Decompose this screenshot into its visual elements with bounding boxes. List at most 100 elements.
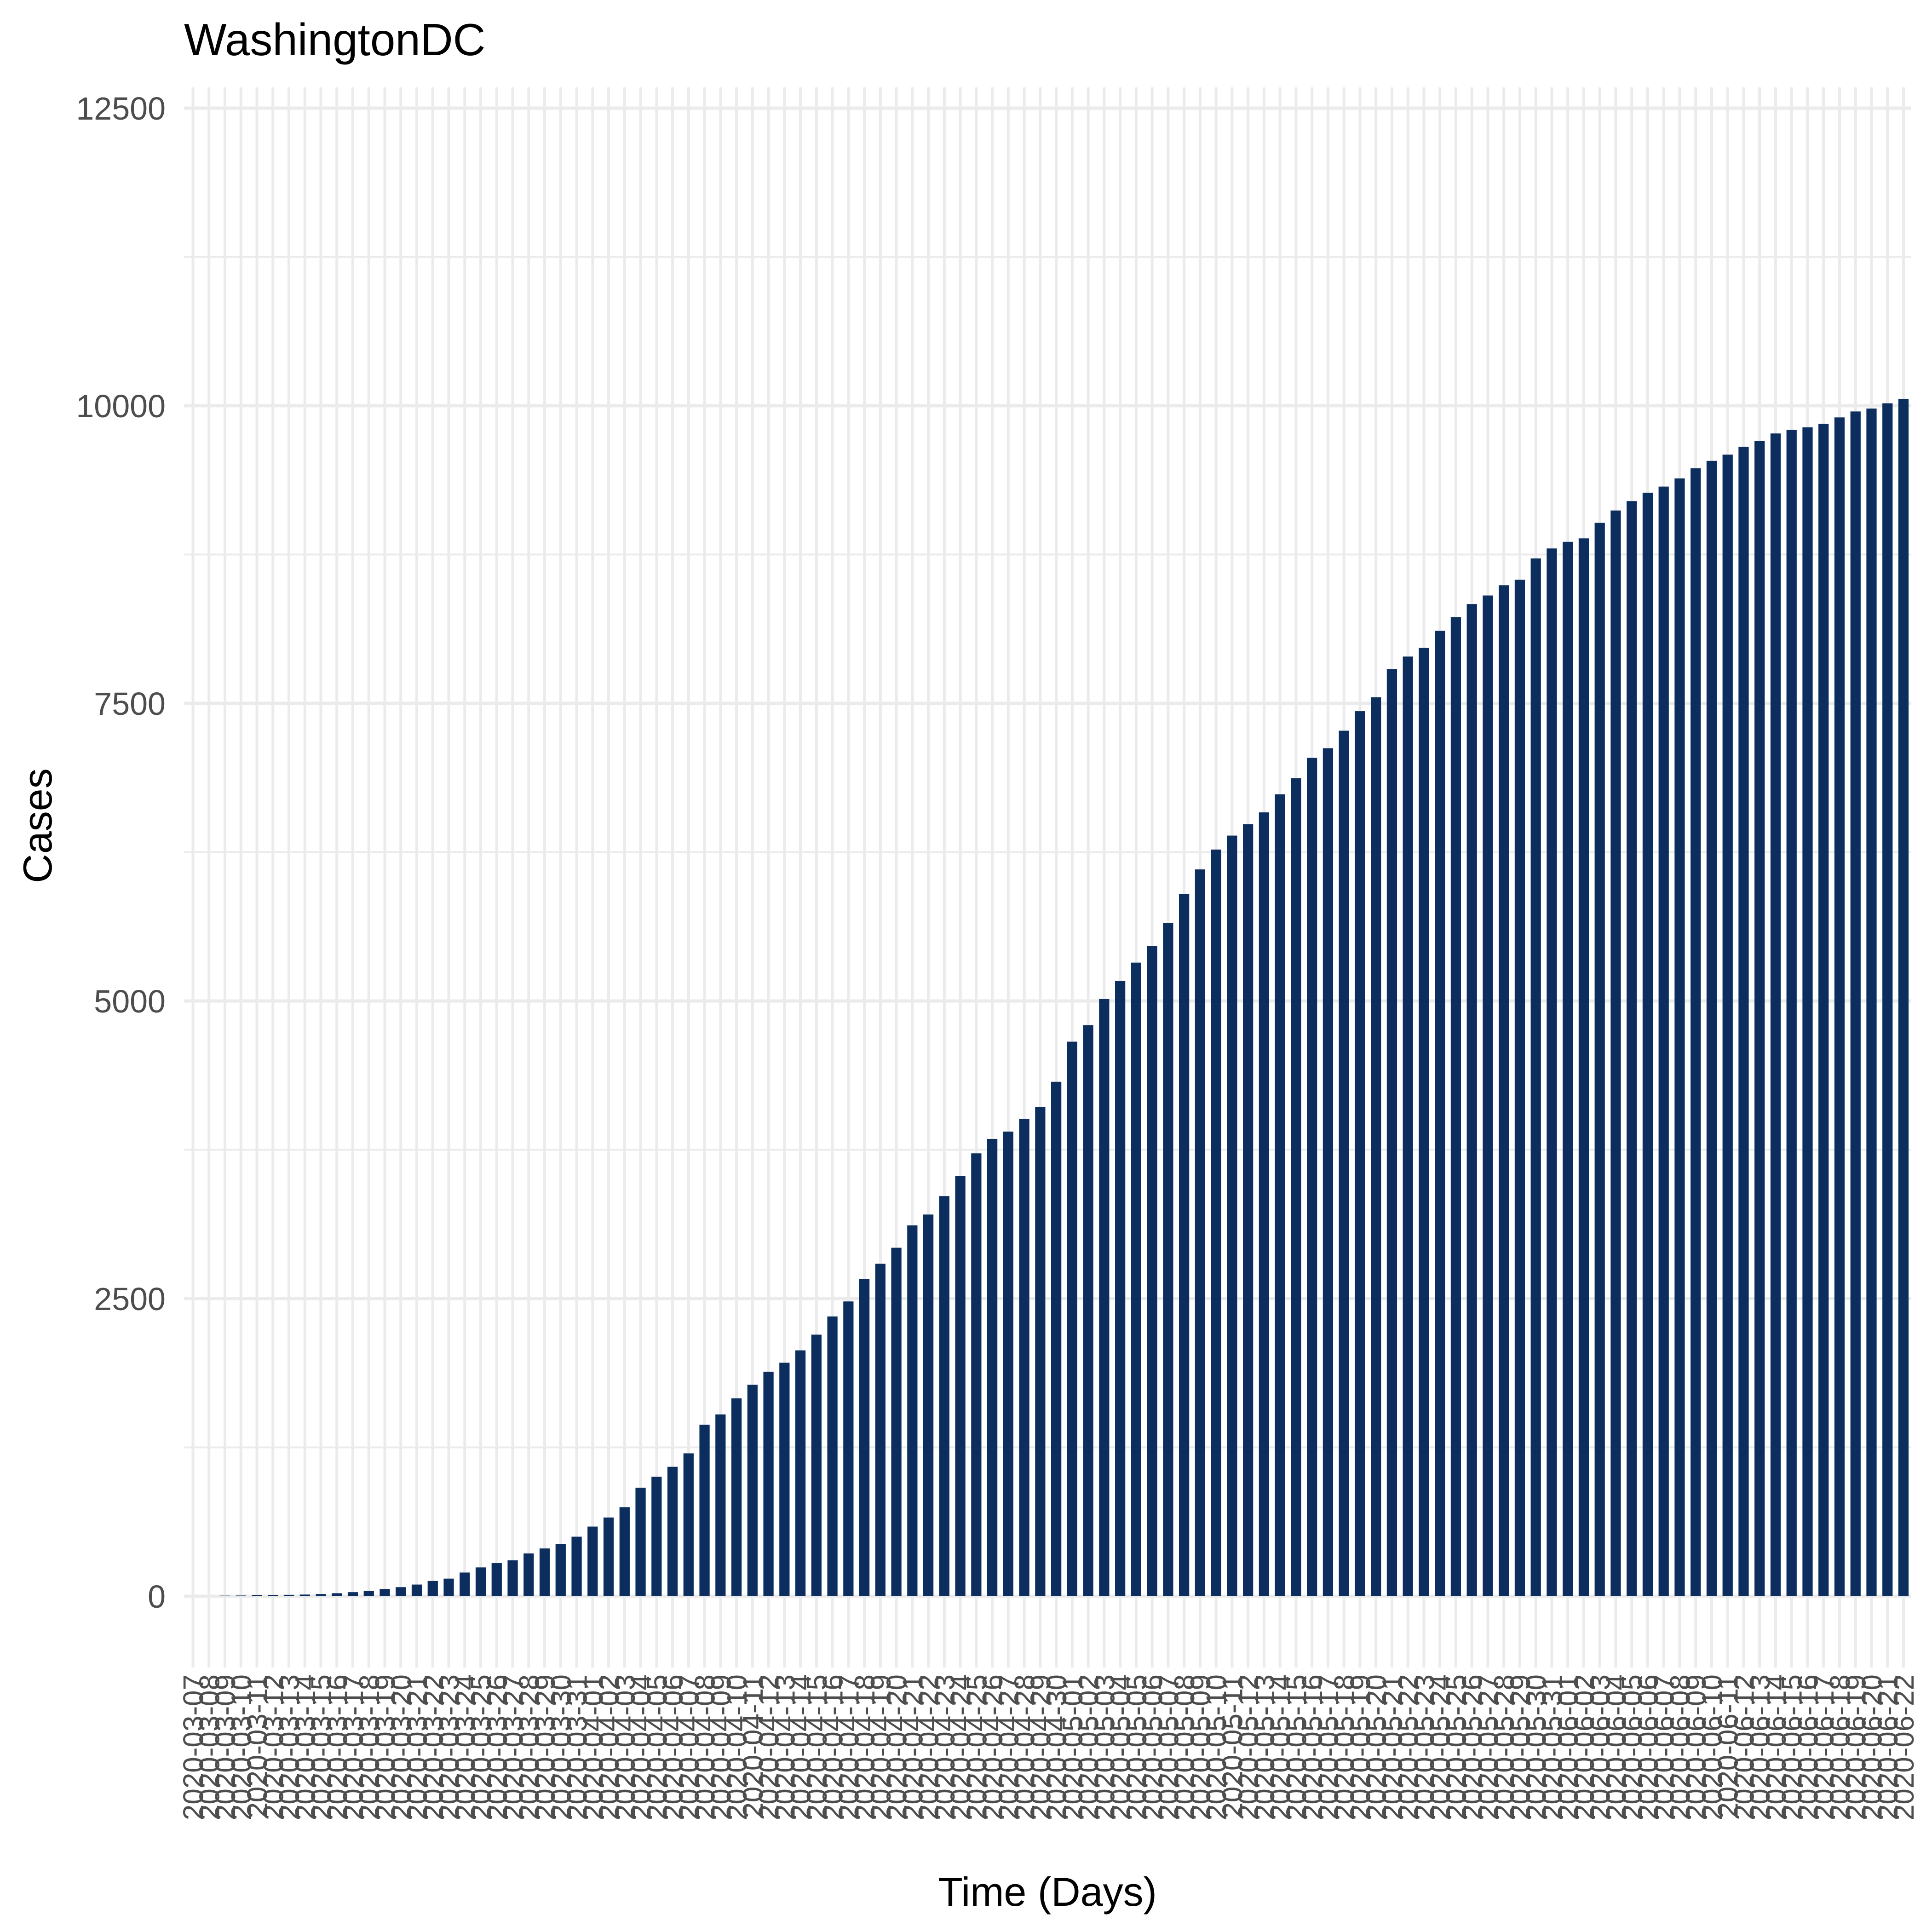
- x-tick-label: 2020-05-30: [1521, 1674, 1552, 1820]
- bar: [1019, 1119, 1029, 1596]
- bar: [1003, 1131, 1013, 1596]
- x-tick-label: 2020-05-08: [1169, 1674, 1201, 1820]
- bar: [1147, 946, 1157, 1596]
- bar: [1051, 1081, 1062, 1596]
- bar: [763, 1371, 774, 1596]
- bar: [1371, 697, 1381, 1596]
- bar: [651, 1477, 662, 1596]
- x-tick-label: 2020-05-12: [1233, 1674, 1265, 1820]
- x-tick-label: 2020-05-28: [1489, 1674, 1520, 1820]
- bar: [1163, 923, 1173, 1596]
- x-tick-label: 2020-04-12: [753, 1674, 785, 1820]
- x-tick-label: 2020-06-20: [1856, 1674, 1888, 1820]
- x-tick-label: 2020-06-08: [1664, 1674, 1696, 1820]
- bar: [1770, 433, 1781, 1597]
- x-tick-label: 2020-05-31: [1536, 1674, 1568, 1820]
- x-tick-label: 2020-05-09: [1185, 1674, 1217, 1820]
- x-tick-label: 2020-03-25: [466, 1674, 497, 1820]
- x-tick-label: 2020-03-07: [178, 1674, 210, 1820]
- bar: [268, 1595, 278, 1596]
- bar: [955, 1176, 966, 1596]
- bar: [1530, 558, 1541, 1596]
- bar: [507, 1560, 518, 1596]
- x-tick-label: 2020-03-23: [434, 1674, 466, 1820]
- bar: [1259, 812, 1270, 1596]
- x-tick-label: 2020-05-18: [1329, 1674, 1361, 1820]
- bar: [891, 1248, 902, 1596]
- bar: [1850, 411, 1861, 1597]
- bar: [811, 1334, 822, 1596]
- bar: [523, 1553, 534, 1596]
- bar: [1866, 408, 1877, 1596]
- bar: [1738, 447, 1749, 1596]
- y-axis-ticks: 0 2500 5000 7500 10000 12500: [76, 91, 166, 1615]
- bar: [1514, 580, 1525, 1596]
- x-tick-label: 2020-06-19: [1840, 1674, 1872, 1820]
- bar: [1339, 730, 1349, 1596]
- x-tick-label: 2020-05-07: [1153, 1674, 1184, 1820]
- x-tick-label: 2020-05-03: [1089, 1674, 1121, 1820]
- x-tick-label: 2020-04-27: [993, 1674, 1025, 1820]
- bar: [1419, 648, 1429, 1596]
- x-tick-label: 2020-05-21: [1377, 1674, 1409, 1820]
- bar: [1307, 758, 1317, 1596]
- y-axis-title: Cases: [15, 768, 60, 883]
- bar: [1642, 493, 1653, 1597]
- bar: [460, 1572, 470, 1596]
- y-tick-label: 0: [148, 1579, 166, 1615]
- x-tick-label: 2020-04-14: [785, 1674, 817, 1820]
- bar: [1547, 548, 1557, 1596]
- x-tick-label: 2020-03-15: [306, 1674, 338, 1820]
- x-tick-label: 2020-06-06: [1633, 1674, 1664, 1820]
- bar: [1450, 617, 1461, 1596]
- bar: [1403, 656, 1413, 1596]
- bar: [971, 1153, 982, 1596]
- x-tick-label: 2020-05-19: [1345, 1674, 1376, 1820]
- bar: [1211, 849, 1221, 1596]
- x-tick-label: 2020-06-16: [1792, 1674, 1824, 1820]
- x-tick-label: 2020-04-30: [1041, 1674, 1073, 1820]
- x-tick-label: 2020-05-14: [1265, 1674, 1297, 1820]
- bar: [1355, 711, 1365, 1596]
- x-tick-label: 2020-05-11: [1217, 1674, 1248, 1818]
- bar: [1083, 1025, 1093, 1596]
- bar: [299, 1594, 310, 1596]
- x-tick-label: 2020-04-28: [1009, 1674, 1041, 1820]
- x-tick-label: 2020-03-08: [194, 1674, 225, 1820]
- x-tick-label: 2020-06-18: [1824, 1674, 1856, 1820]
- bar: [1882, 403, 1893, 1596]
- x-tick-label: 2020-05-20: [1361, 1674, 1392, 1820]
- bar: [699, 1425, 710, 1596]
- bar: [539, 1548, 550, 1596]
- bar: [443, 1578, 454, 1596]
- bar: [1563, 541, 1573, 1596]
- x-tick-label: 2020-05-24: [1425, 1674, 1456, 1820]
- y-tick-label: 7500: [94, 686, 166, 722]
- bar: [1499, 585, 1509, 1596]
- x-tick-label: 2020-04-25: [961, 1674, 993, 1820]
- x-tick-label: 2020-06-05: [1616, 1674, 1648, 1820]
- x-tick-label: 2020-05-10: [1201, 1674, 1233, 1820]
- bar: [475, 1567, 486, 1596]
- bar: [1131, 962, 1142, 1596]
- bar: [396, 1587, 406, 1596]
- x-tick-label: 2020-04-11: [737, 1674, 769, 1818]
- x-tick-label: 2020-04-10: [721, 1674, 753, 1820]
- x-tick-label: 2020-05-27: [1472, 1674, 1504, 1820]
- bar: [635, 1488, 646, 1596]
- bar: [843, 1301, 854, 1596]
- bars: [188, 398, 1909, 1597]
- bar: [411, 1584, 422, 1596]
- x-tick-label: 2020-03-27: [498, 1674, 529, 1820]
- bar: [795, 1350, 806, 1596]
- bar: [1466, 604, 1477, 1597]
- x-tick-label: 2020-06-15: [1777, 1674, 1808, 1820]
- x-tick-label: 2020-04-13: [769, 1674, 801, 1820]
- bar: [827, 1316, 838, 1596]
- x-tick-label: 2020-05-16: [1297, 1674, 1328, 1820]
- bar: [731, 1398, 742, 1596]
- bar: [316, 1594, 326, 1596]
- bar: [683, 1453, 694, 1596]
- x-tick-label: 2020-05-05: [1121, 1674, 1153, 1820]
- x-tick-label: 2020-05-15: [1281, 1674, 1312, 1820]
